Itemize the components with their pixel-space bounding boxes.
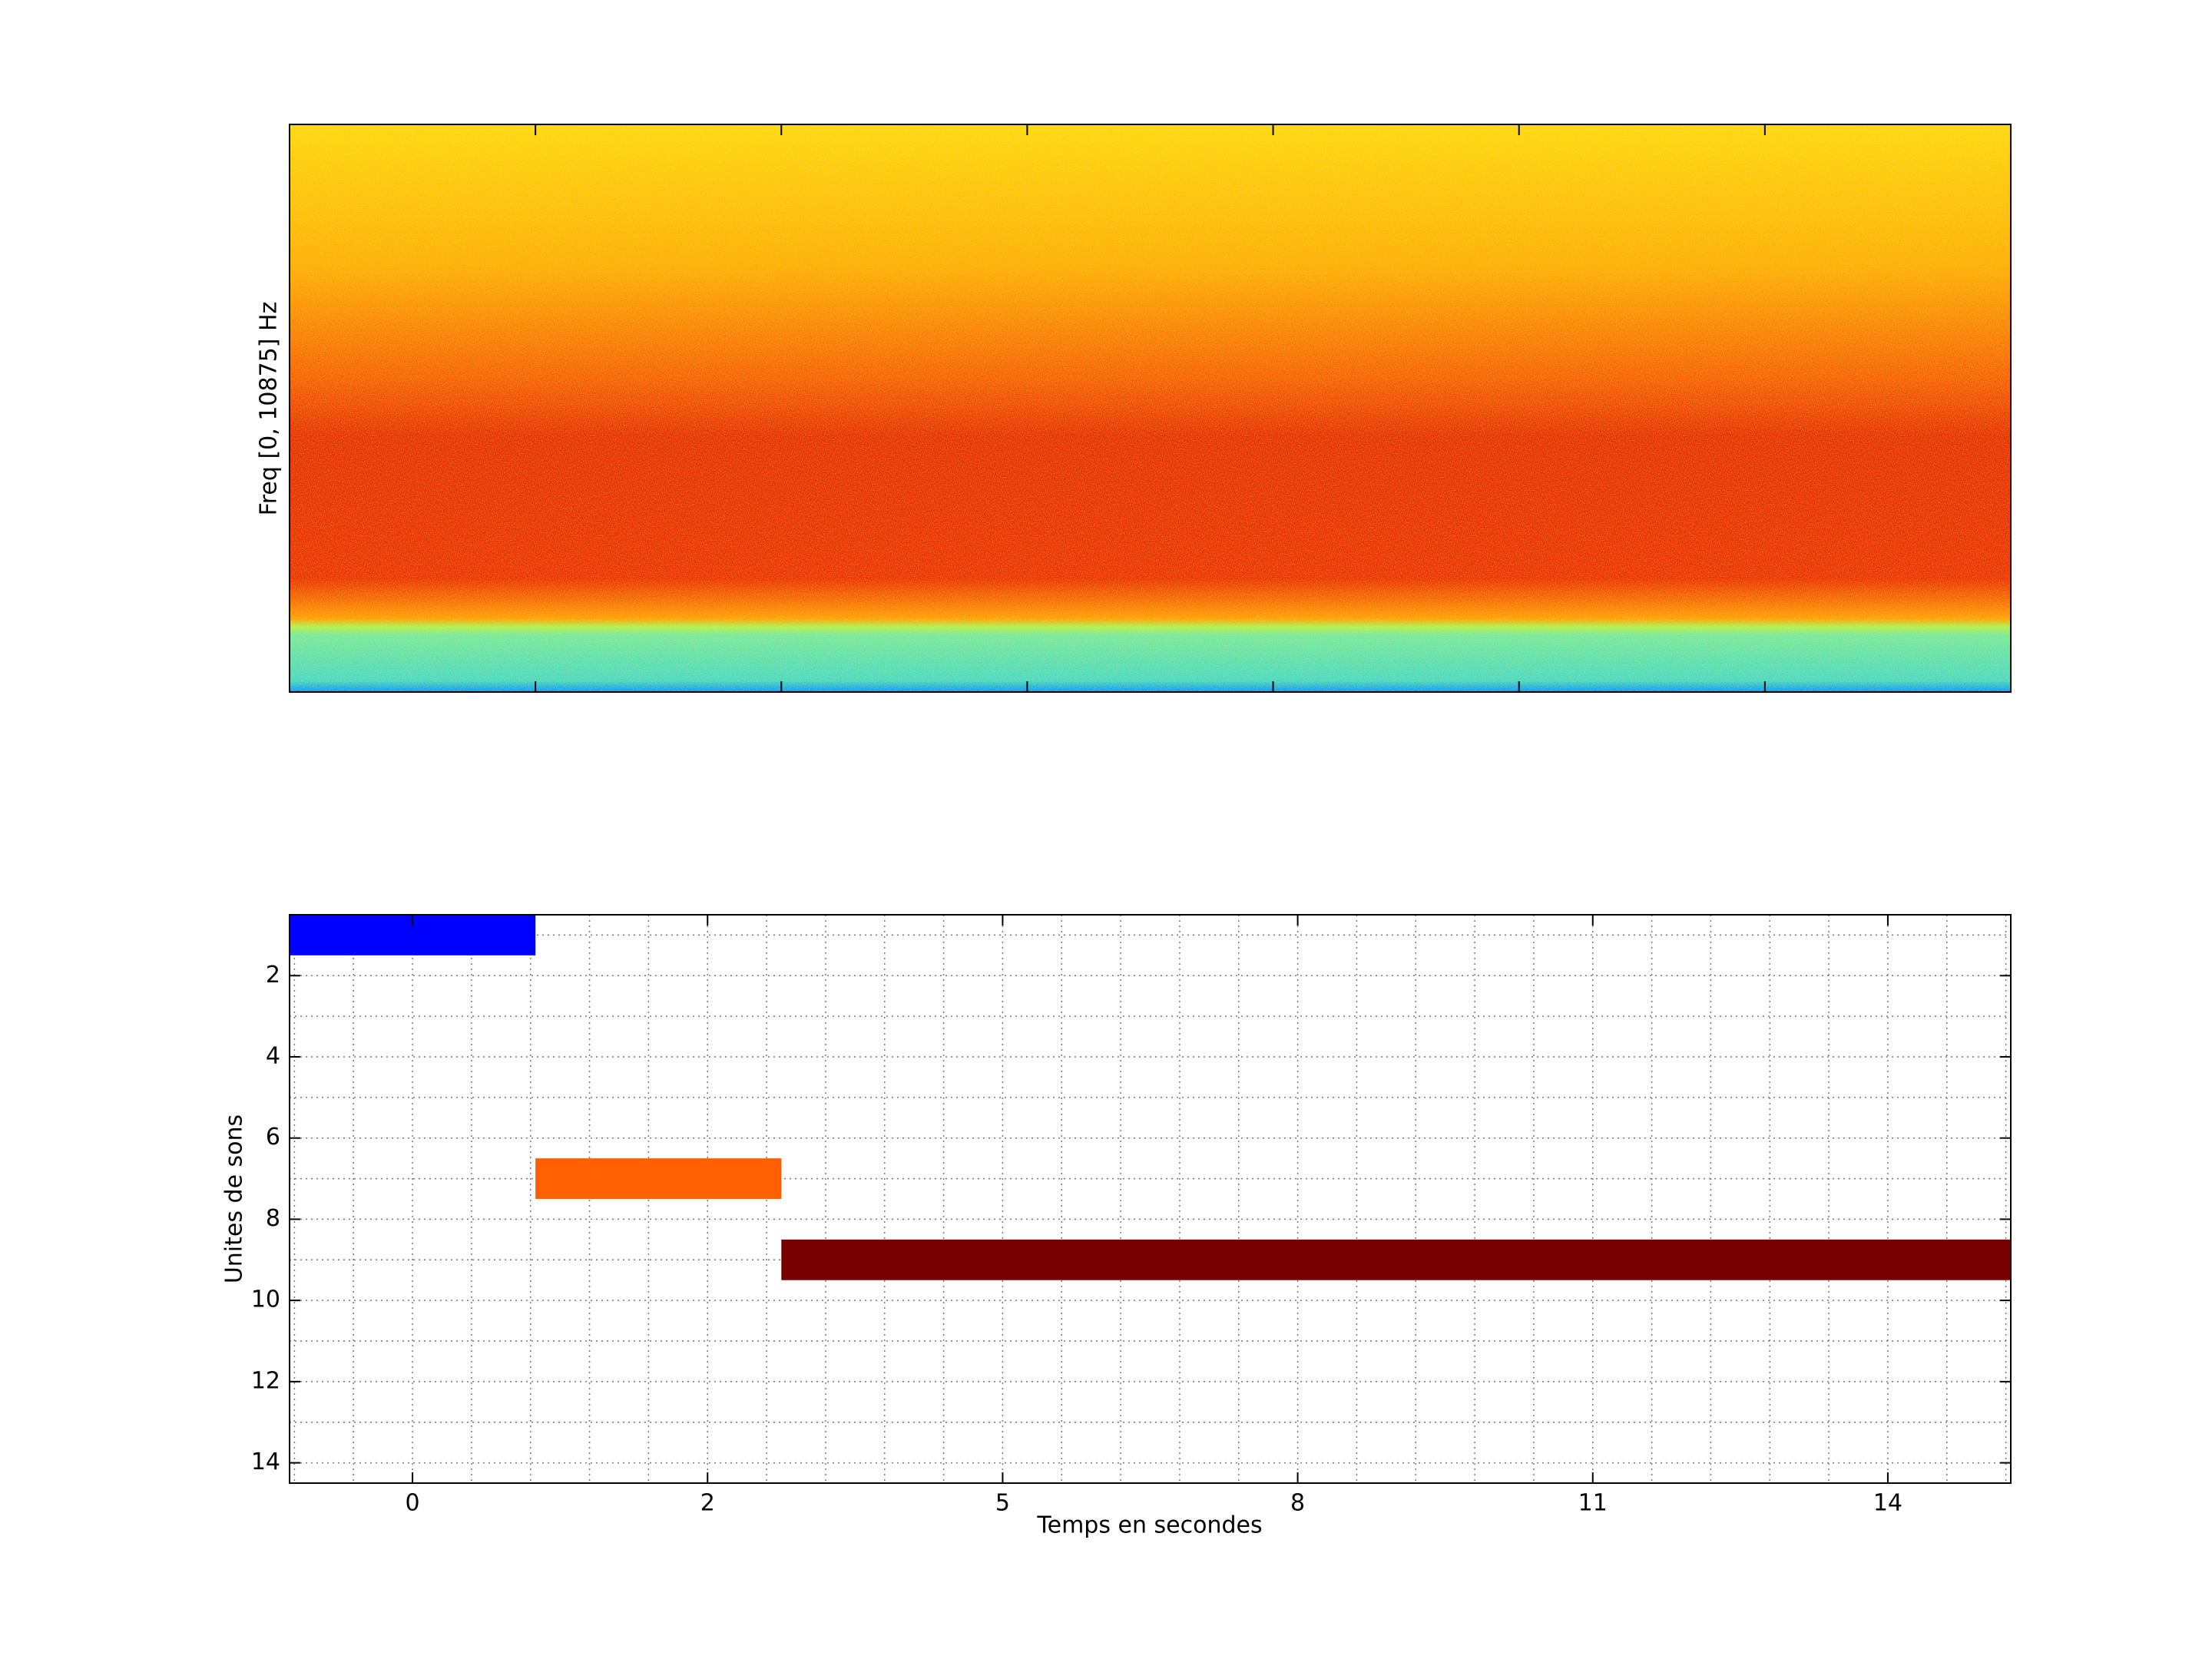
bar xyxy=(781,1239,2012,1280)
y-tick-label: 4 xyxy=(266,1043,280,1070)
x-tick-label: 8 xyxy=(1290,1490,1305,1517)
x-tick-label: 0 xyxy=(406,1490,420,1517)
y-tick-label: 14 xyxy=(251,1449,280,1475)
x-tick-label: 11 xyxy=(1578,1490,1608,1517)
y-axis-label: Unites de sons xyxy=(221,1114,248,1283)
axes-frame xyxy=(289,124,2012,693)
y-axis-label: Freq [0, 10875] Hz xyxy=(256,302,283,516)
x-tick-label: 2 xyxy=(700,1490,715,1517)
y-tick-label: 2 xyxy=(266,962,280,988)
x-tick-label: 14 xyxy=(1873,1490,1902,1517)
x-axis-label: Temps en secondes xyxy=(1036,1512,1262,1539)
x-tick-label: 5 xyxy=(995,1490,1010,1517)
bar xyxy=(535,1158,782,1199)
timeline-panel: Unites de sons Temps en secondes xyxy=(221,915,2011,1539)
y-tick-label: 10 xyxy=(251,1286,280,1313)
axes-frame xyxy=(289,914,2012,1484)
y-tick-label: 6 xyxy=(266,1124,280,1151)
spectrogram-texture xyxy=(290,124,2011,692)
y-tick-label: 8 xyxy=(266,1205,280,1232)
spectrogram-panel: Freq [0, 10875] Hz xyxy=(256,124,2012,693)
y-tick-label: 12 xyxy=(251,1367,280,1394)
